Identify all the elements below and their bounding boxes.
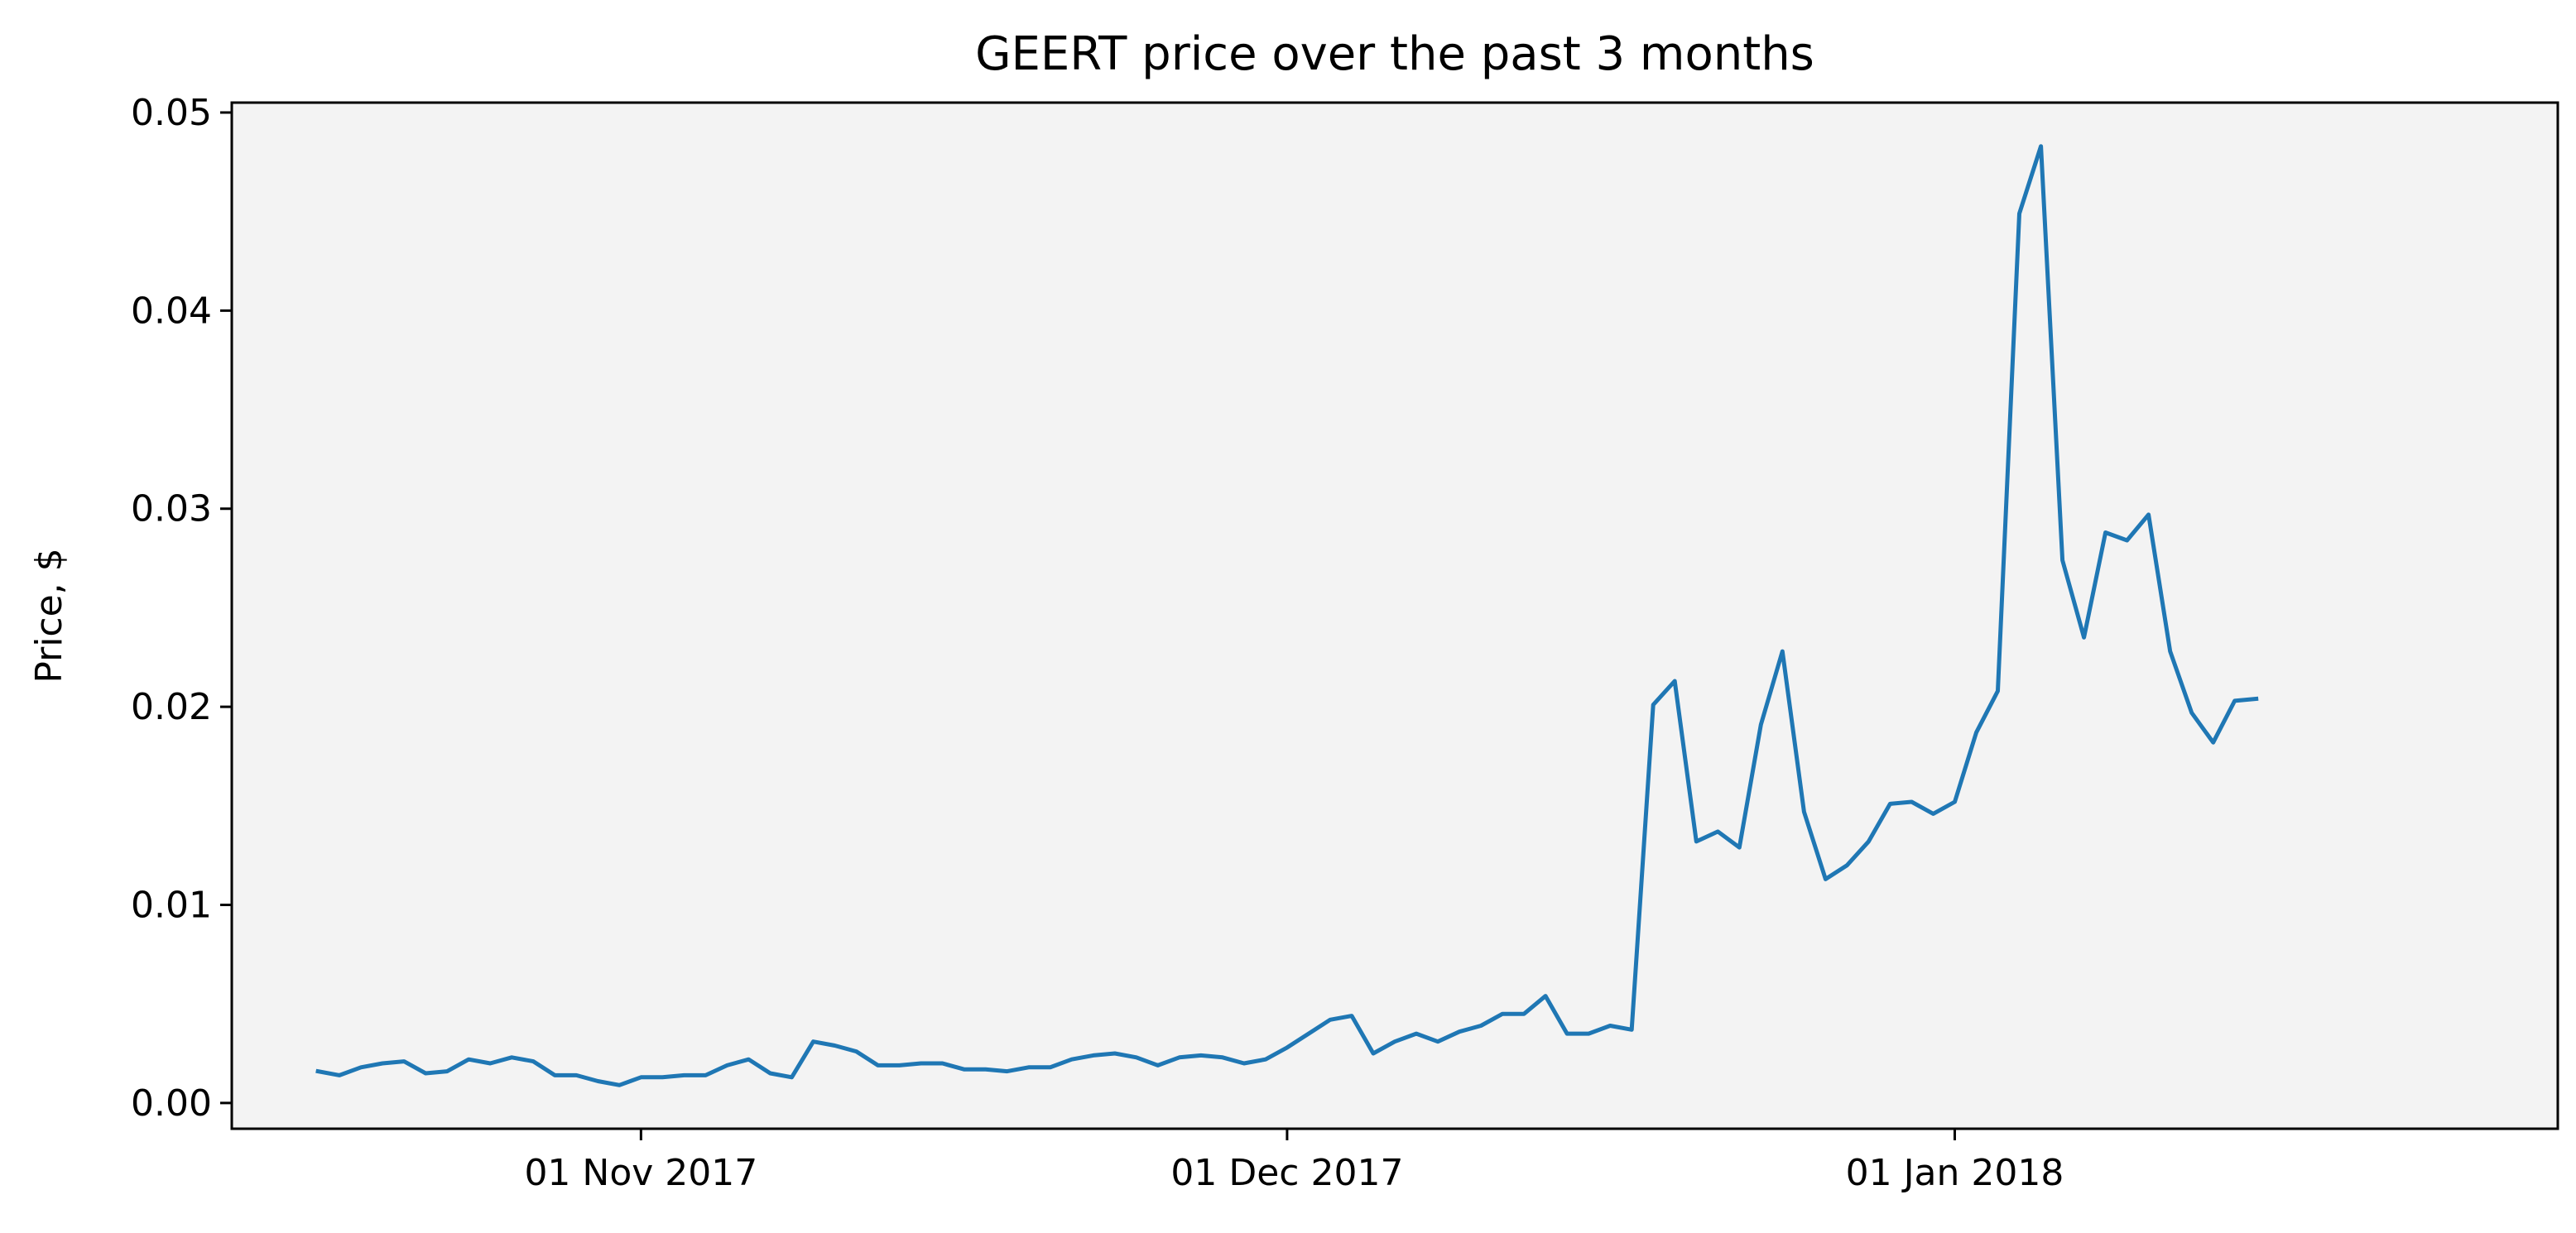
y-axis-label: Price, $ [28,548,70,683]
y-tick-label: 0.00 [131,1082,212,1125]
y-axis-ticks: 0.00 0.01 0.02 0.03 0.04 0.05 [131,92,232,1125]
y-tick-label: 0.01 [131,884,212,926]
series-layer [315,144,2259,1087]
plot-area-frame [230,101,2559,1130]
y-tick-label: 0.02 [131,686,212,728]
x-axis-ticks: 01 Nov 2017 01 Dec 2017 01 Jan 2018 [524,1129,2064,1194]
y-tick-label: 0.04 [131,290,212,332]
x-tick-label: 01 Jan 2018 [1846,1152,2064,1194]
x-tick-label: 01 Nov 2017 [524,1152,757,1194]
chart-title: GEERT price over the past 3 months [975,27,1814,81]
plot-area-background [232,103,2558,1129]
x-tick-label: 01 Dec 2017 [1170,1152,1403,1194]
y-tick-label: 0.05 [131,92,212,134]
y-tick-label: 0.03 [131,488,212,530]
price-series-line [315,144,2259,1087]
